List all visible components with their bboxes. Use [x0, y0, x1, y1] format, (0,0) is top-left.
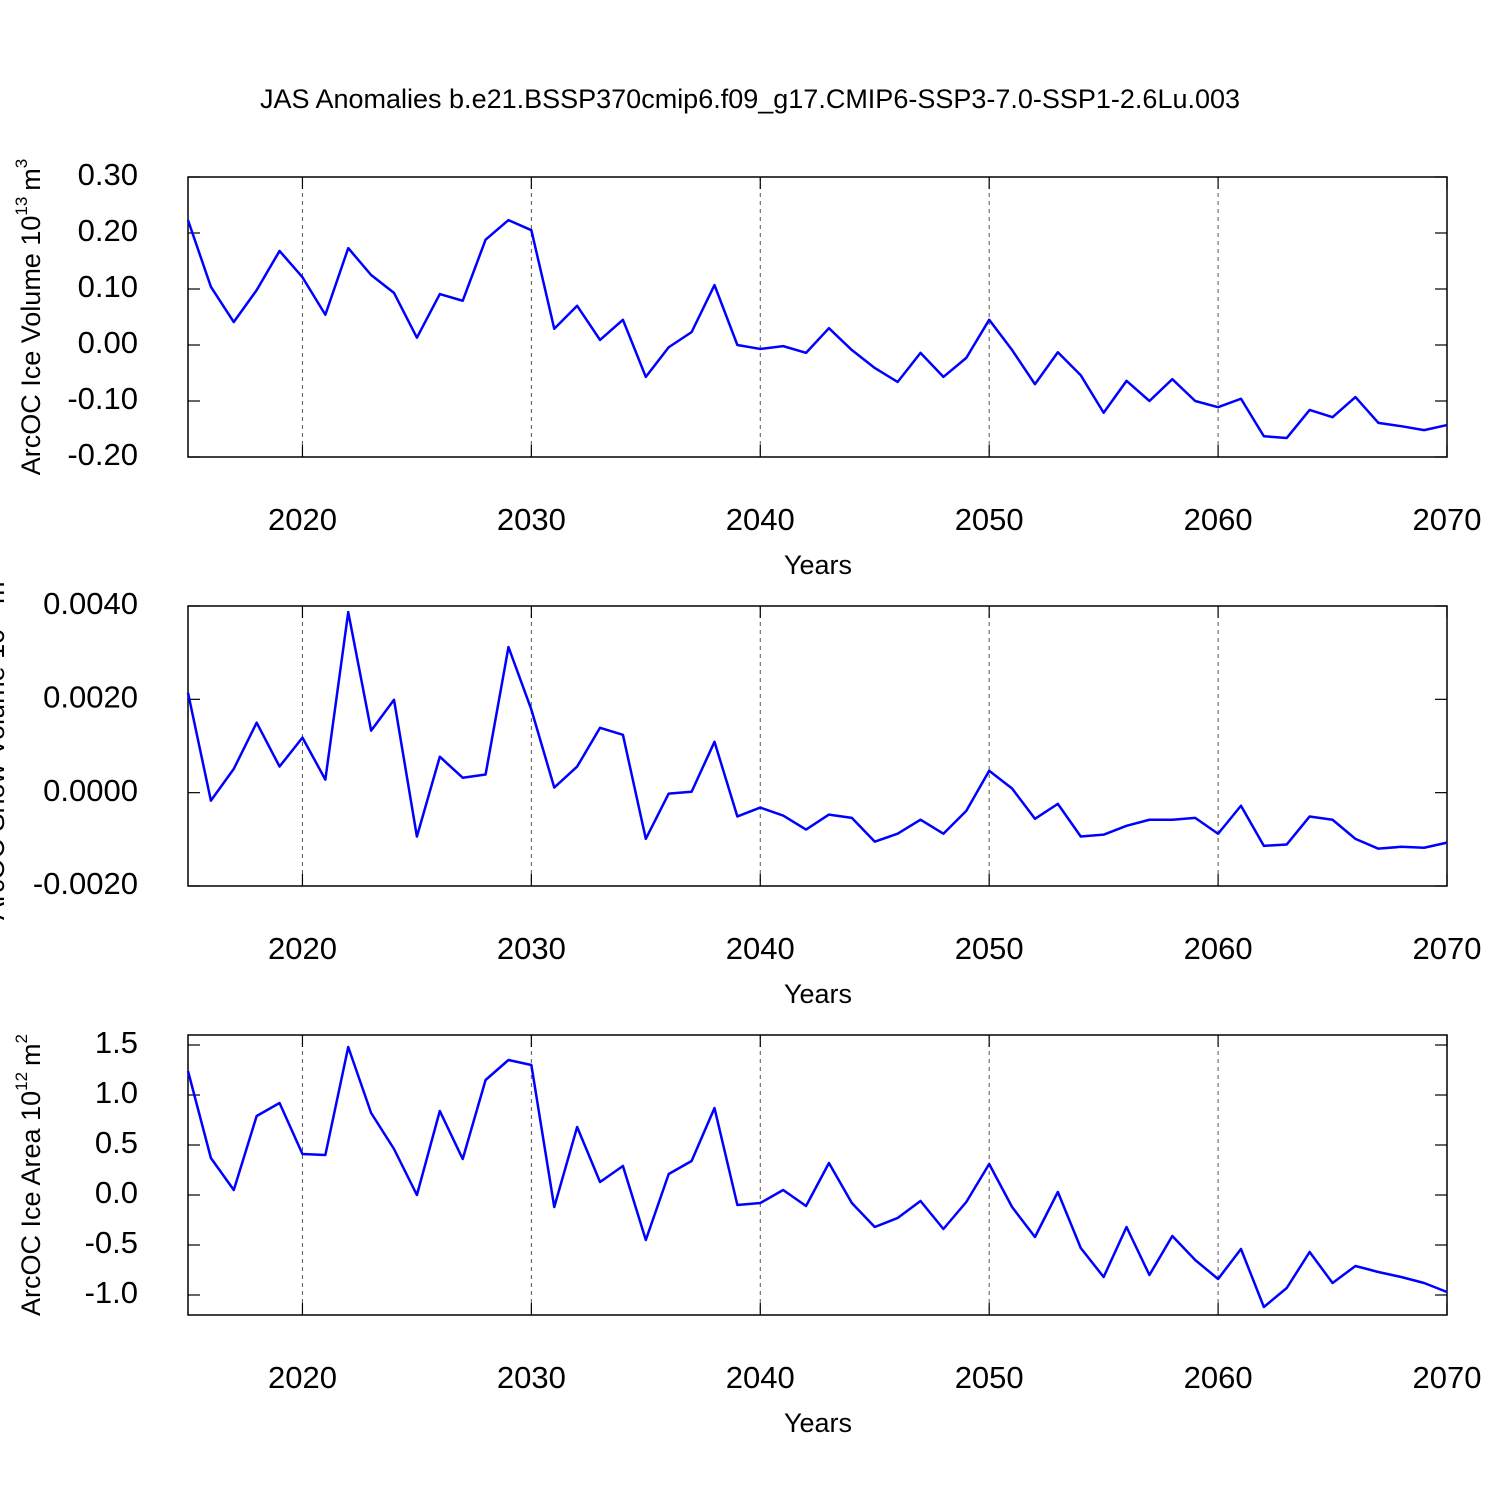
y-tick-label: 1.5	[95, 1025, 138, 1060]
y-axis-title-exponent: 13	[12, 197, 31, 216]
y-tick-label: -0.20	[67, 437, 138, 472]
x-tick-label: 2040	[726, 931, 795, 966]
y-tick-label: 0.30	[78, 157, 138, 192]
y-axis-title-unit: m	[0, 581, 10, 604]
data-line	[186, 610, 1448, 850]
plot-frame	[187, 605, 1448, 887]
x-tick-label: 2060	[1184, 931, 1253, 966]
x-axis-title: Years	[784, 550, 852, 580]
y-tick-label: 0.0	[95, 1175, 138, 1210]
x-tick-label: 2050	[955, 502, 1024, 537]
x-tick-label: 2060	[1184, 1360, 1253, 1395]
y-tick-label: -0.0020	[33, 866, 138, 901]
y-tick-label: -0.10	[67, 381, 138, 416]
y-axis-title-unit-exponent: 2	[12, 1034, 31, 1043]
plot-frame	[187, 1034, 1448, 1316]
y-axis-title-unit: m	[16, 168, 46, 191]
y-tick-label: 0.10	[78, 269, 138, 304]
x-tick-label: 2030	[497, 1360, 566, 1395]
chart-title: JAS Anomalies b.e21.BSSP370cmip6.f09_g17…	[260, 84, 1240, 114]
y-tick-label: -0.5	[85, 1225, 138, 1260]
x-tick-label: 2030	[497, 502, 566, 537]
y-axis-title: ArcOC Snow Volume 1013m3	[0, 572, 10, 920]
x-tick-label: 2060	[1184, 502, 1253, 537]
y-axis-title-text: ArcOC Ice Volume 10	[16, 216, 46, 476]
x-tick-label: 2040	[726, 502, 795, 537]
x-axis-title: Years	[784, 979, 852, 1009]
x-tick-label: 2070	[1413, 931, 1482, 966]
y-axis-title-text: ArcOC Ice Area 10	[16, 1091, 46, 1316]
data-line	[186, 218, 1448, 440]
y-tick-label: 0.20	[78, 213, 138, 248]
x-tick-label: 2030	[497, 931, 566, 966]
y-tick-label: 0.00	[78, 325, 138, 360]
y-tick-label: 0.0000	[43, 773, 138, 808]
x-tick-label: 2070	[1413, 502, 1482, 537]
y-tick-label: -1.0	[85, 1275, 138, 1310]
y-axis-title-unit-exponent: 3	[12, 159, 31, 168]
y-axis-title: ArcOC Ice Area 1012 m2	[12, 1034, 46, 1316]
y-axis-title: ArcOC Ice Volume 1013 m3	[12, 159, 46, 476]
x-tick-label: 2020	[268, 1360, 337, 1395]
x-axis-title: Years	[784, 1408, 852, 1438]
y-axis-title-text: ArcOC Snow Volume 10	[0, 629, 10, 920]
x-tick-label: 2050	[955, 931, 1024, 966]
y-tick-label: 0.0020	[43, 680, 138, 715]
x-tick-label: 2040	[726, 1360, 795, 1395]
x-tick-label: 2020	[268, 502, 337, 537]
data-line	[186, 1045, 1448, 1309]
plot-frame	[187, 176, 1448, 458]
y-tick-label: 0.0040	[43, 586, 138, 621]
x-tick-label: 2050	[955, 1360, 1024, 1395]
y-axis-title-unit: m	[16, 1043, 46, 1066]
x-tick-label: 2020	[268, 931, 337, 966]
y-tick-label: 1.0	[95, 1075, 138, 1110]
y-axis-title-exponent: 12	[12, 1072, 31, 1091]
y-tick-label: 0.5	[95, 1125, 138, 1160]
x-tick-label: 2070	[1413, 1360, 1482, 1395]
